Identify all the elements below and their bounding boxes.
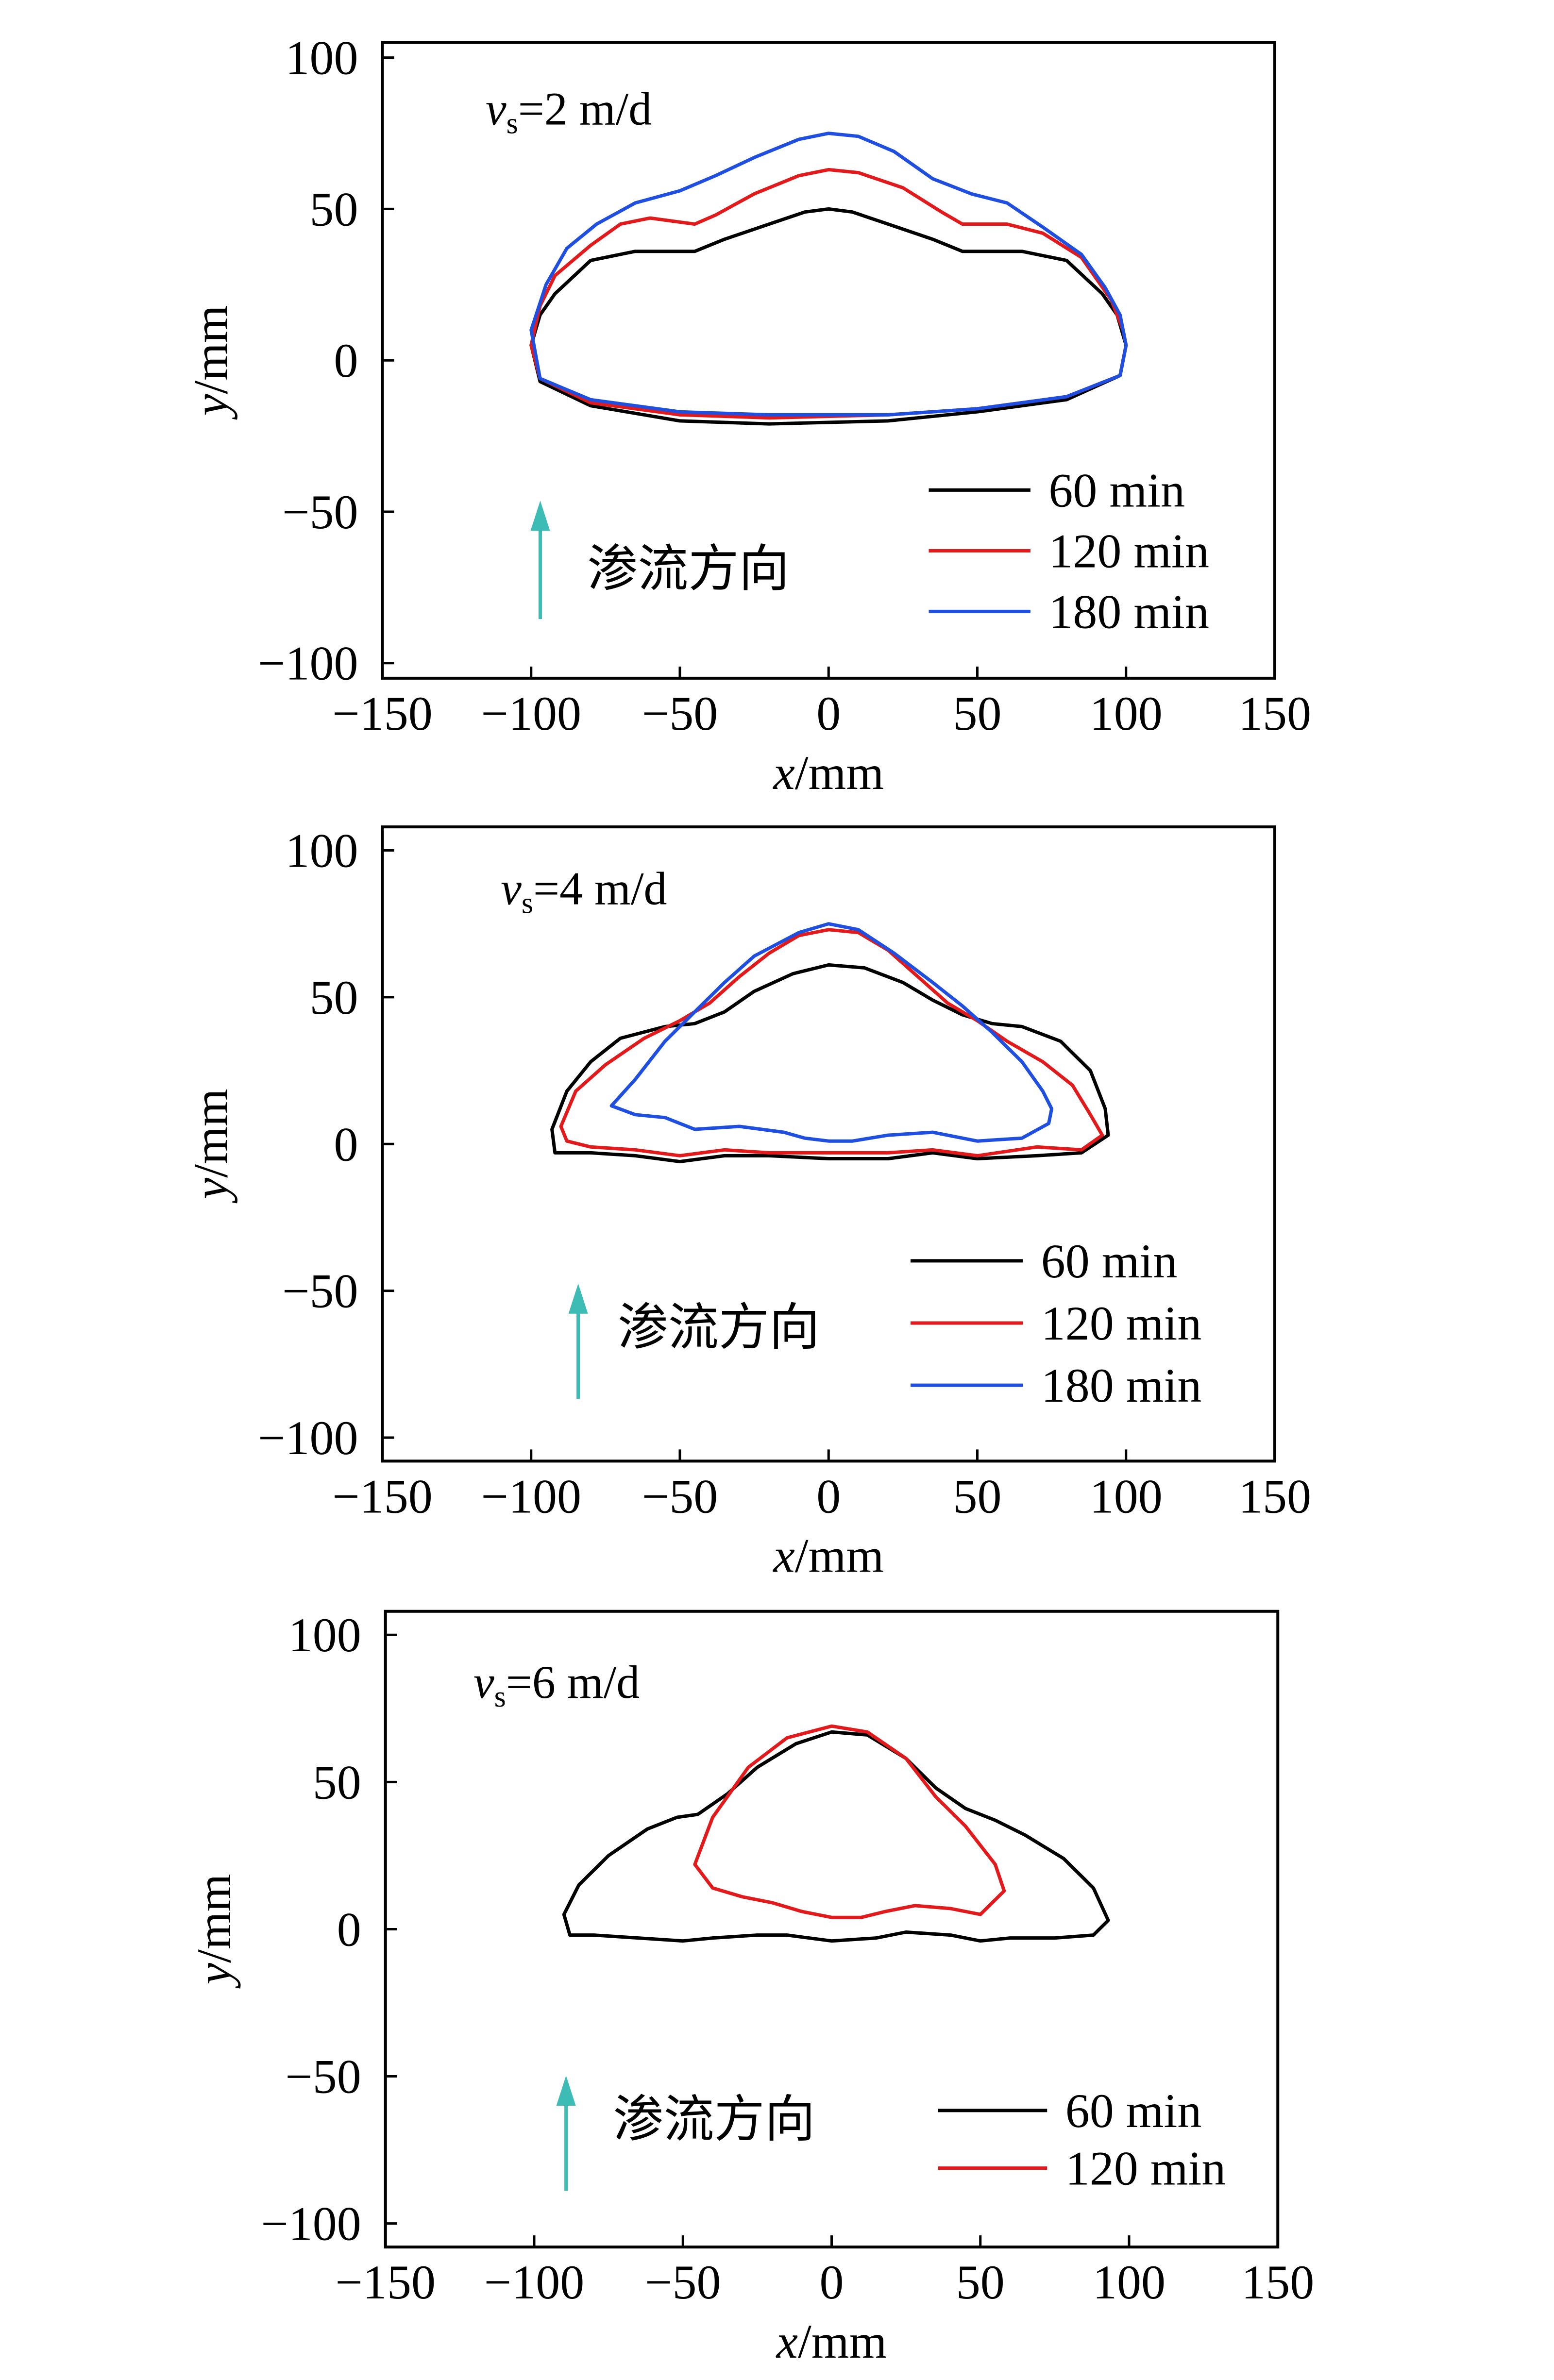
x-tick-label: −50 (645, 2255, 721, 2309)
series-contour-60-min (529, 207, 1128, 426)
y-tick-label: 0 (334, 334, 358, 387)
x-axis-label: x/mm (772, 746, 884, 800)
series-contour-180-min (609, 922, 1054, 1143)
series-contour-60-min (562, 1730, 1110, 1943)
velocity-annotation: vs=4 m/d (501, 863, 667, 920)
y-tick-label: 50 (310, 971, 358, 1024)
y-tick-label: −50 (282, 485, 358, 539)
x-axis-label: x/mm (776, 2314, 887, 2368)
x-tick-label: −50 (642, 1469, 718, 1523)
flow-direction-arrowhead (568, 1283, 588, 1314)
legend-label: 120 min (1048, 524, 1209, 578)
chart-panel-2: −150 −100 −50 0 50 100 150100500−50−100x/mmy/m… (184, 824, 1312, 1583)
x-tick-label: −150 (332, 687, 432, 740)
x-tick-label: −100 (484, 2255, 584, 2309)
x-tick-label: −100 (481, 1469, 581, 1523)
y-axis-label: y/mm (187, 1874, 241, 1989)
x-tick-label: 50 (953, 687, 1002, 740)
y-tick-label: 0 (334, 1117, 358, 1171)
x-tick-label: 100 (1093, 2255, 1166, 2309)
y-axis-label: y/mm (184, 1089, 238, 1204)
x-tick-label: 150 (1238, 1469, 1311, 1523)
flow-direction-arrowhead (530, 501, 550, 531)
chart-panel-1: −150 −100 −50 0 50 100 150100500−50−100x/mmy/m… (184, 31, 1312, 800)
y-tick-label: 50 (310, 182, 358, 236)
flow-direction-label: 渗流方向 (587, 541, 789, 597)
x-tick-label: −100 (481, 687, 581, 740)
legend-label: 120 min (1065, 2142, 1226, 2196)
legend-label: 60 min (1065, 2084, 1202, 2138)
legend-label: 60 min (1048, 463, 1185, 517)
legend-label: 60 min (1041, 1234, 1178, 1288)
y-tick-label: −100 (258, 1411, 358, 1465)
flow-direction-arrowhead (556, 2076, 576, 2106)
legend-label: 180 min (1048, 585, 1209, 638)
x-tick-label: −150 (332, 1469, 432, 1523)
x-tick-label: −50 (642, 687, 718, 740)
y-tick-label: 100 (288, 1608, 361, 1662)
y-tick-label: 100 (286, 31, 358, 85)
velocity-annotation: vs=2 m/d (486, 83, 652, 140)
flow-direction-label: 渗流方向 (613, 2092, 815, 2148)
x-tick-label: −150 (336, 2255, 436, 2309)
legend-label: 120 min (1041, 1296, 1202, 1350)
y-tick-label: 0 (337, 1902, 361, 1956)
y-tick-label: −100 (258, 637, 358, 690)
chart-panel-3: −150 −100 −50 0 50 100 150100500−50−100x/mmy/m… (187, 1608, 1315, 2368)
y-tick-label: −100 (261, 2197, 361, 2251)
y-tick-label: −50 (282, 1264, 358, 1318)
x-tick-label: 150 (1238, 687, 1311, 740)
series-contour-120-min (529, 168, 1128, 420)
legend-label: 180 min (1041, 1358, 1202, 1412)
velocity-annotation: vs=6 m/d (473, 1656, 640, 1713)
y-axis-label: y/mm (184, 305, 238, 420)
x-tick-label: 50 (956, 2255, 1005, 2309)
y-tick-label: −50 (285, 2050, 361, 2104)
y-tick-label: 50 (313, 1755, 361, 1809)
x-tick-label: 100 (1090, 687, 1163, 740)
flow-direction-label: 渗流方向 (618, 1300, 820, 1356)
x-axis-label: x/mm (772, 1528, 884, 1582)
x-tick-label: 50 (953, 1469, 1002, 1523)
x-tick-label: 100 (1090, 1469, 1163, 1523)
series-contour-180-min (529, 132, 1128, 417)
series-contour-60-min (550, 963, 1110, 1163)
x-tick-label: 150 (1241, 2255, 1314, 2309)
x-tick-label: 0 (820, 2255, 844, 2309)
x-tick-label: 0 (816, 687, 841, 740)
y-tick-label: 100 (286, 824, 358, 878)
series-contour-120-min (693, 1724, 1006, 1919)
x-tick-label: 0 (816, 1469, 841, 1523)
series-contour-120-min (559, 928, 1104, 1157)
